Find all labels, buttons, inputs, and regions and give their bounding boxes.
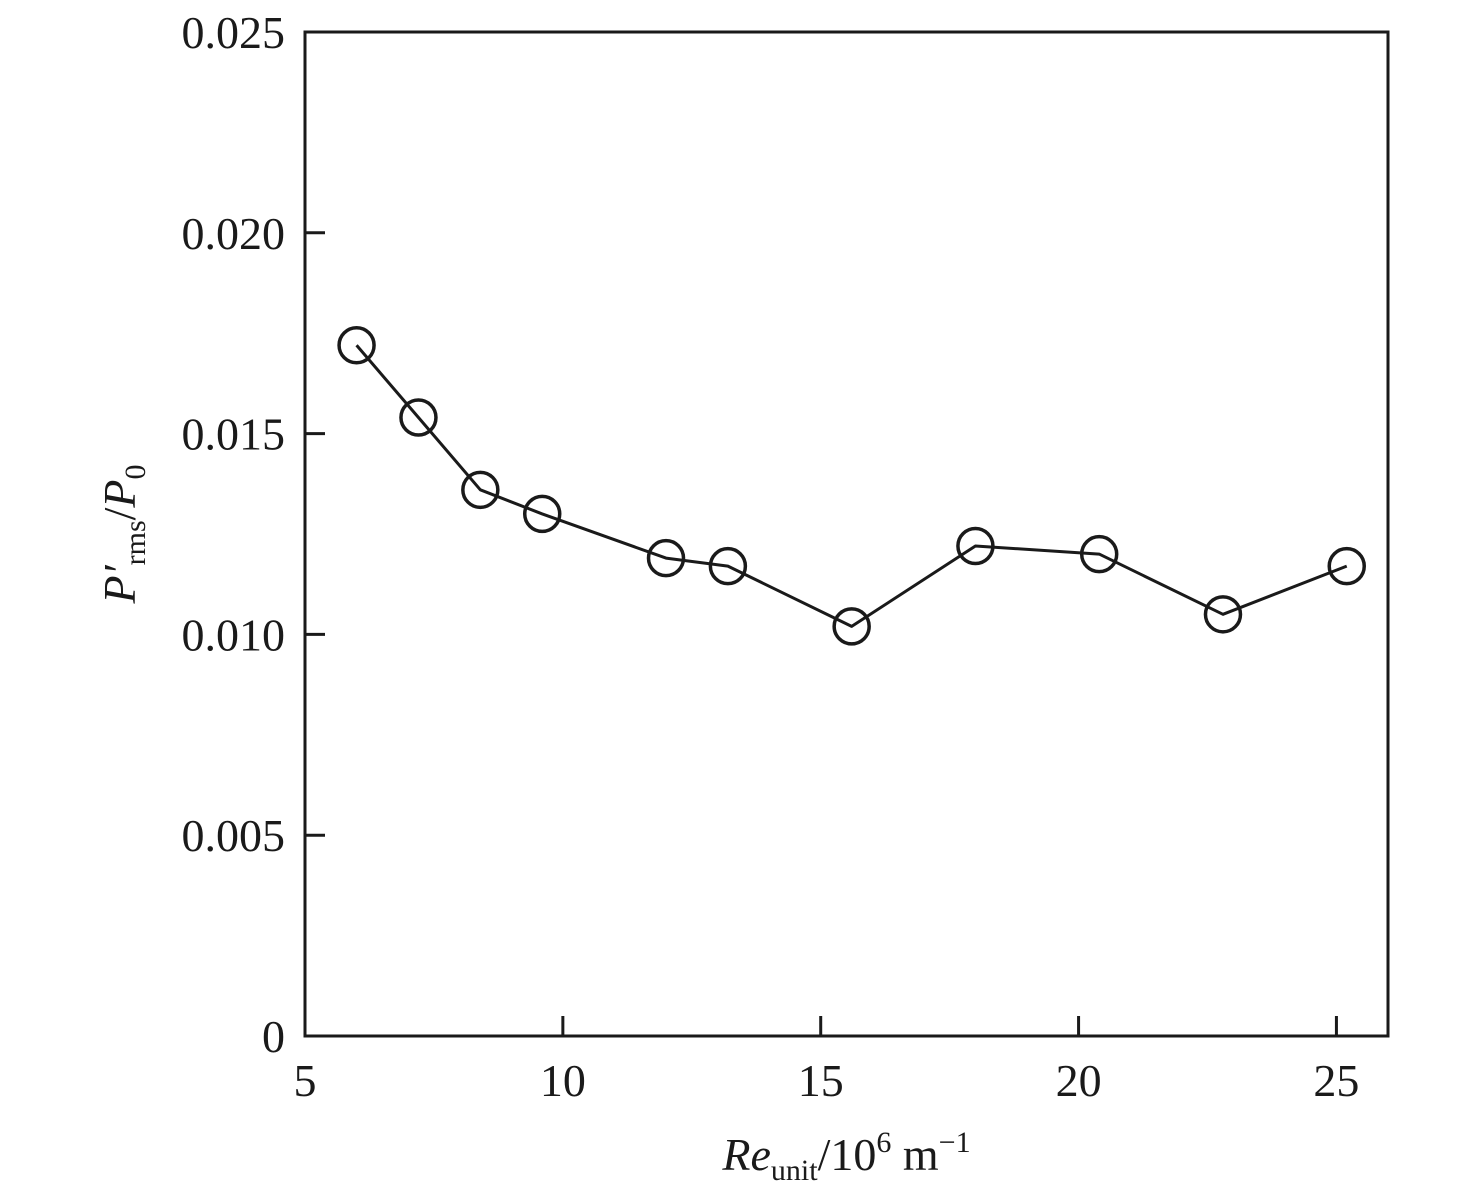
x-axis-title-subscript: unit [771, 1154, 818, 1187]
x-axis-title-unit-exponent: 6 [876, 1126, 891, 1159]
data-point [956, 526, 995, 566]
data-point [1079, 534, 1119, 574]
data-point [646, 538, 686, 578]
x-axis-title-unit-tail-exponent: −1 [939, 1126, 971, 1159]
x-tick-label: 5 [294, 1055, 317, 1106]
y-axis-title-main: P′ [94, 564, 145, 604]
x-tick-label: 20 [1056, 1055, 1102, 1106]
y-tick-label: 0.020 [182, 208, 286, 259]
x-axis-ticks: 5 10 15 20 25 [294, 1016, 1359, 1106]
series-line [355, 344, 1348, 628]
data-point [708, 546, 748, 586]
x-axis-title-unit-prefix: /10 [818, 1129, 877, 1180]
y-axis-title: P′rms/P0 [94, 464, 152, 604]
y-axis-title-denominator: P [94, 479, 145, 508]
y-axis-title-denominator-subscript: 0 [119, 464, 152, 479]
data-point [337, 325, 376, 365]
x-axis-title: Reunit/106 m−1 [721, 1126, 970, 1187]
series-layer [337, 325, 1366, 646]
x-tick-label: 15 [798, 1055, 844, 1106]
data-point [1203, 595, 1243, 634]
y-tick-label: 0 [262, 1011, 285, 1062]
data-point [461, 470, 500, 510]
data-point [832, 607, 871, 646]
y-tick-label: 0.010 [182, 609, 286, 660]
y-axis-title-subscript: rms [119, 520, 152, 565]
x-tick-label: 25 [1313, 1055, 1359, 1106]
x-axis-title-main: Re [721, 1129, 771, 1180]
y-axis-title-separator: / [94, 507, 145, 520]
data-point [522, 494, 562, 534]
y-tick-label: 0.005 [182, 810, 286, 861]
plot-frame [303, 30, 1390, 1038]
x-axis-title-unit-tail: m [891, 1129, 939, 1180]
y-tick-label: 0.015 [182, 409, 286, 460]
y-tick-label: 0.025 [182, 7, 286, 58]
x-tick-label: 10 [540, 1055, 586, 1106]
data-point [1327, 546, 1366, 586]
y-axis-ticks: 0 0.005 0.010 0.015 0.020 0.025 [182, 7, 325, 1062]
data-point [399, 398, 438, 437]
